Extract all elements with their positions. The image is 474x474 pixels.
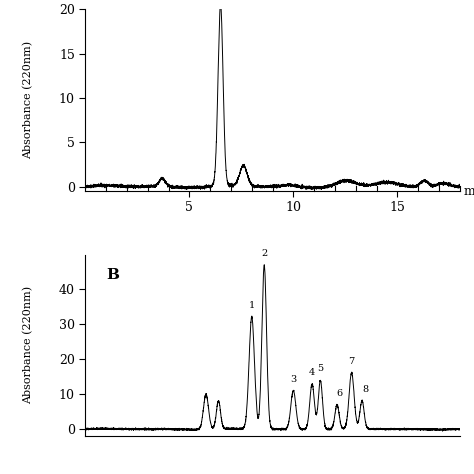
Y-axis label: Absorbance (220nm): Absorbance (220nm): [23, 41, 33, 159]
Text: min: min: [464, 184, 474, 198]
Text: 3: 3: [290, 375, 296, 384]
Text: 6: 6: [336, 389, 342, 398]
Text: 1: 1: [249, 301, 255, 310]
Text: 2: 2: [261, 249, 267, 258]
Text: 7: 7: [348, 357, 355, 366]
Text: B: B: [106, 268, 119, 282]
Text: 5: 5: [317, 364, 323, 373]
Text: 8: 8: [362, 385, 368, 394]
Text: 4: 4: [309, 368, 315, 377]
Y-axis label: Absorbance (220nm): Absorbance (220nm): [23, 286, 33, 404]
